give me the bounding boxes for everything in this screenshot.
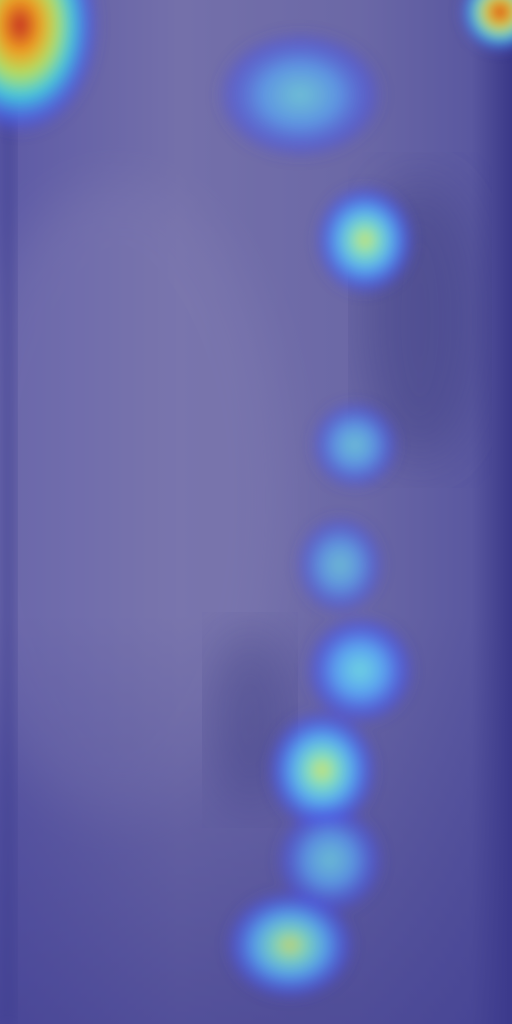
heat-spots xyxy=(0,0,512,1000)
heat-spot xyxy=(225,890,355,1000)
heat-spot xyxy=(0,0,100,135)
heat-spot xyxy=(295,515,385,615)
heat-spot xyxy=(215,30,385,160)
heat-spot xyxy=(460,0,512,52)
heat-spot xyxy=(315,185,415,295)
heat-spot xyxy=(267,710,377,830)
heat-spot xyxy=(305,615,415,725)
heat-spot xyxy=(275,805,385,915)
left-edge xyxy=(0,0,16,1024)
heat-spot xyxy=(310,400,400,490)
